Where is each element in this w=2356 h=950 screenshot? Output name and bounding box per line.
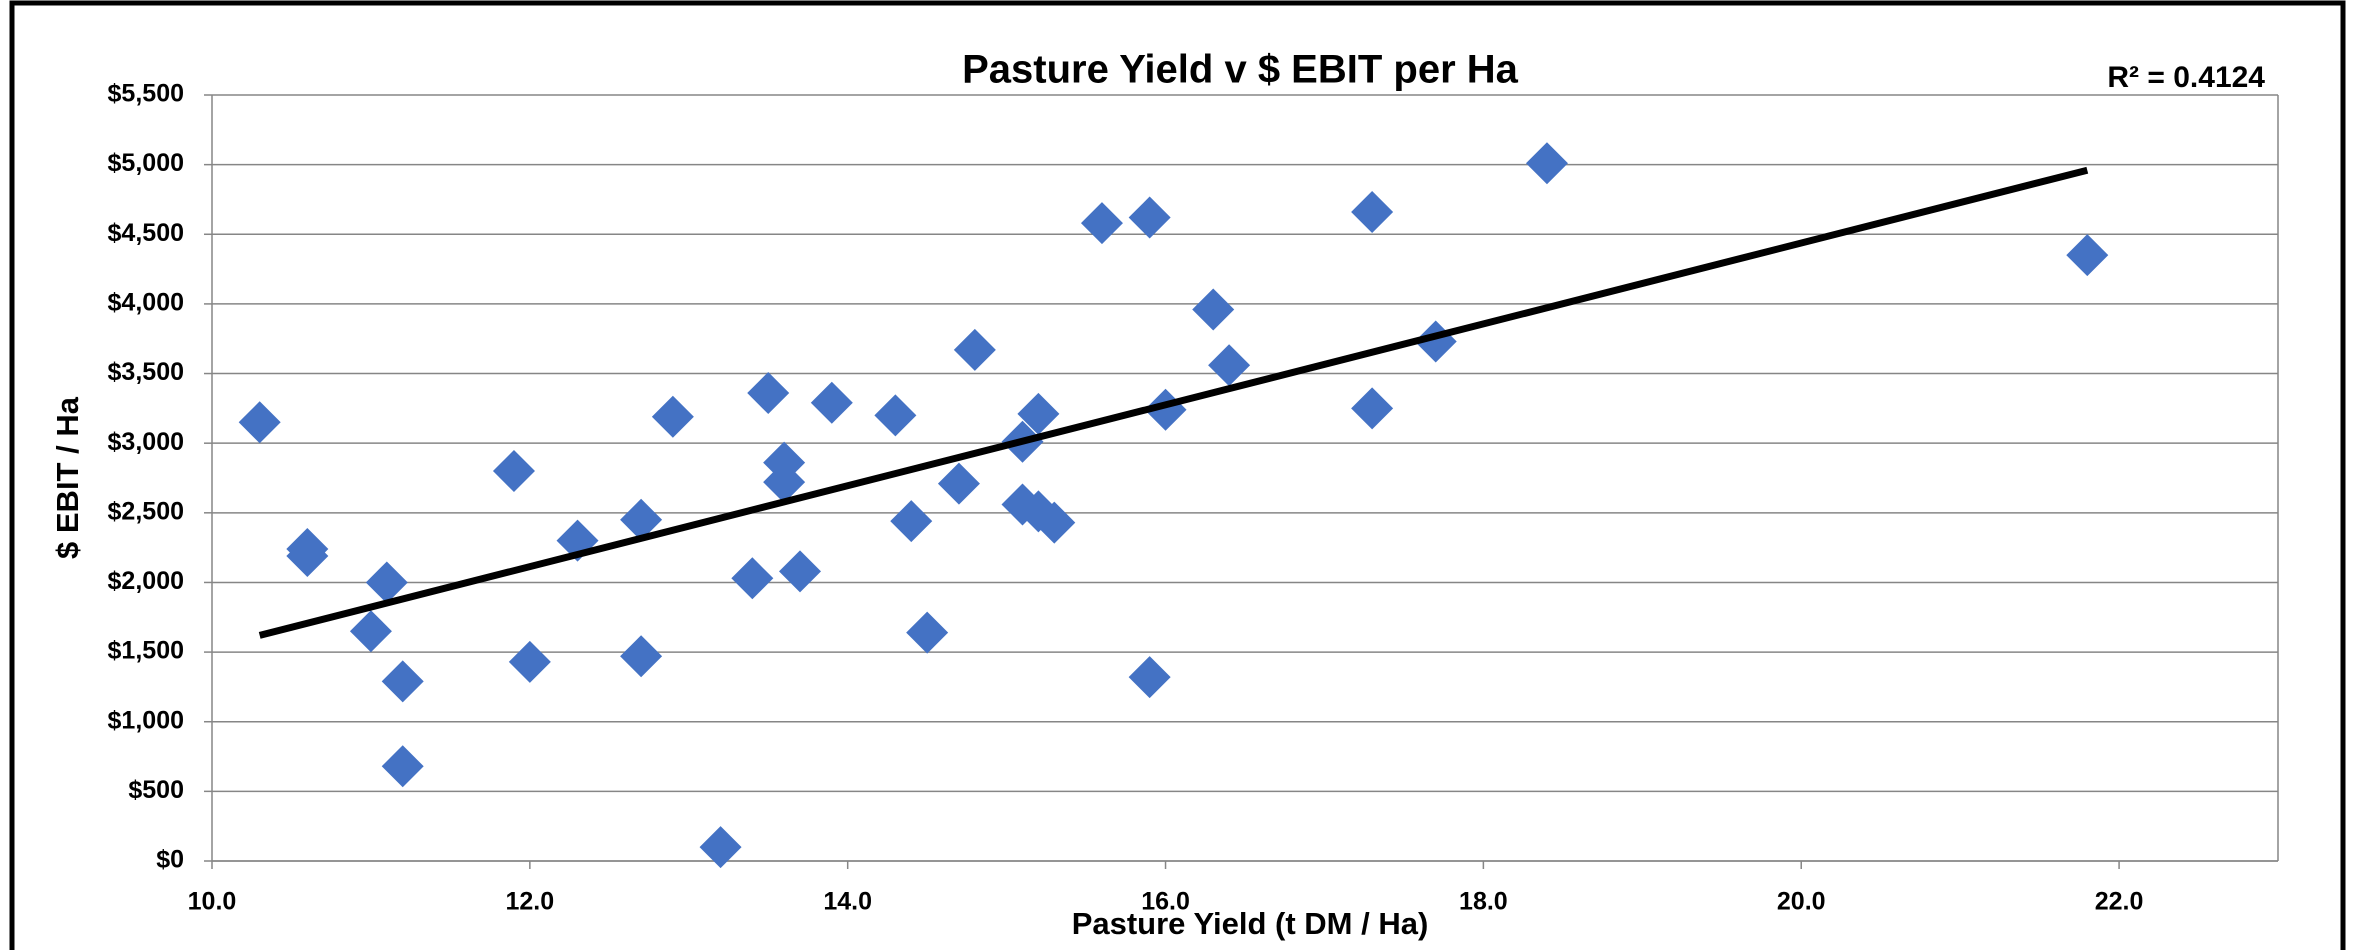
y-tick-label: $5,000 [108, 149, 184, 177]
data-point [1128, 656, 1171, 699]
chart-title: Pasture Yield v $ EBIT per Ha [962, 48, 1519, 92]
data-point [1192, 288, 1235, 331]
data-point [1525, 142, 1568, 185]
data-point [810, 381, 853, 424]
data-point [779, 550, 822, 593]
data-point [620, 635, 663, 678]
data-point [1017, 490, 1060, 533]
x-tick-label: 22.0 [2095, 888, 2144, 916]
data-point [1351, 387, 1394, 430]
data-point [238, 401, 281, 444]
data-point [953, 328, 996, 371]
x-tick-label: 16.0 [1141, 888, 1190, 916]
y-tick-label: $2,000 [108, 567, 184, 595]
data-point [381, 660, 424, 703]
x-axis-title: Pasture Yield (t DM / Ha) [1072, 906, 1429, 941]
data-point [286, 534, 329, 577]
x-tick-label: 12.0 [506, 888, 555, 916]
x-tick-label: 20.0 [1777, 888, 1826, 916]
data-point [906, 611, 949, 654]
y-tick-label: $2,500 [108, 497, 184, 525]
data-point [2066, 234, 2109, 277]
data-point [1128, 196, 1171, 239]
data-point [874, 394, 917, 437]
data-point [1208, 344, 1251, 387]
data-point [492, 450, 535, 493]
data-point [763, 461, 806, 504]
chart-border [9, 0, 2346, 950]
data-point [1017, 392, 1060, 435]
data-point [381, 745, 424, 788]
data-point [651, 395, 694, 438]
data-point [1033, 501, 1076, 544]
trendline [258, 166, 2089, 639]
data-point [1080, 202, 1123, 245]
y-tick-label: $0 [156, 846, 184, 874]
x-tick-label: 18.0 [1459, 888, 1508, 916]
y-axis-title: $ EBIT / Ha [50, 396, 85, 559]
data-point [365, 561, 408, 604]
r-squared: R² = 0.4124 [2107, 61, 2265, 94]
data-point [937, 462, 980, 505]
data-point [349, 610, 392, 653]
data-point [747, 372, 790, 415]
data-point [699, 826, 742, 869]
y-tick-label: $5,500 [108, 80, 184, 108]
y-tick-label: $3,000 [108, 428, 184, 456]
data-point [620, 498, 663, 541]
y-tick-label: $1,000 [108, 706, 184, 734]
y-tick-label: $500 [128, 776, 184, 804]
x-tick-label: 10.0 [188, 888, 237, 916]
y-tick-label: $3,500 [108, 358, 184, 386]
y-tick-label: $1,500 [108, 637, 184, 665]
data-point [508, 640, 551, 683]
data-point [890, 500, 933, 543]
data-point [731, 557, 774, 600]
data-point [1351, 190, 1394, 233]
y-tick-label: $4,000 [108, 289, 184, 317]
x-tick-label: 14.0 [823, 888, 872, 916]
y-tick-label: $4,500 [108, 219, 184, 247]
